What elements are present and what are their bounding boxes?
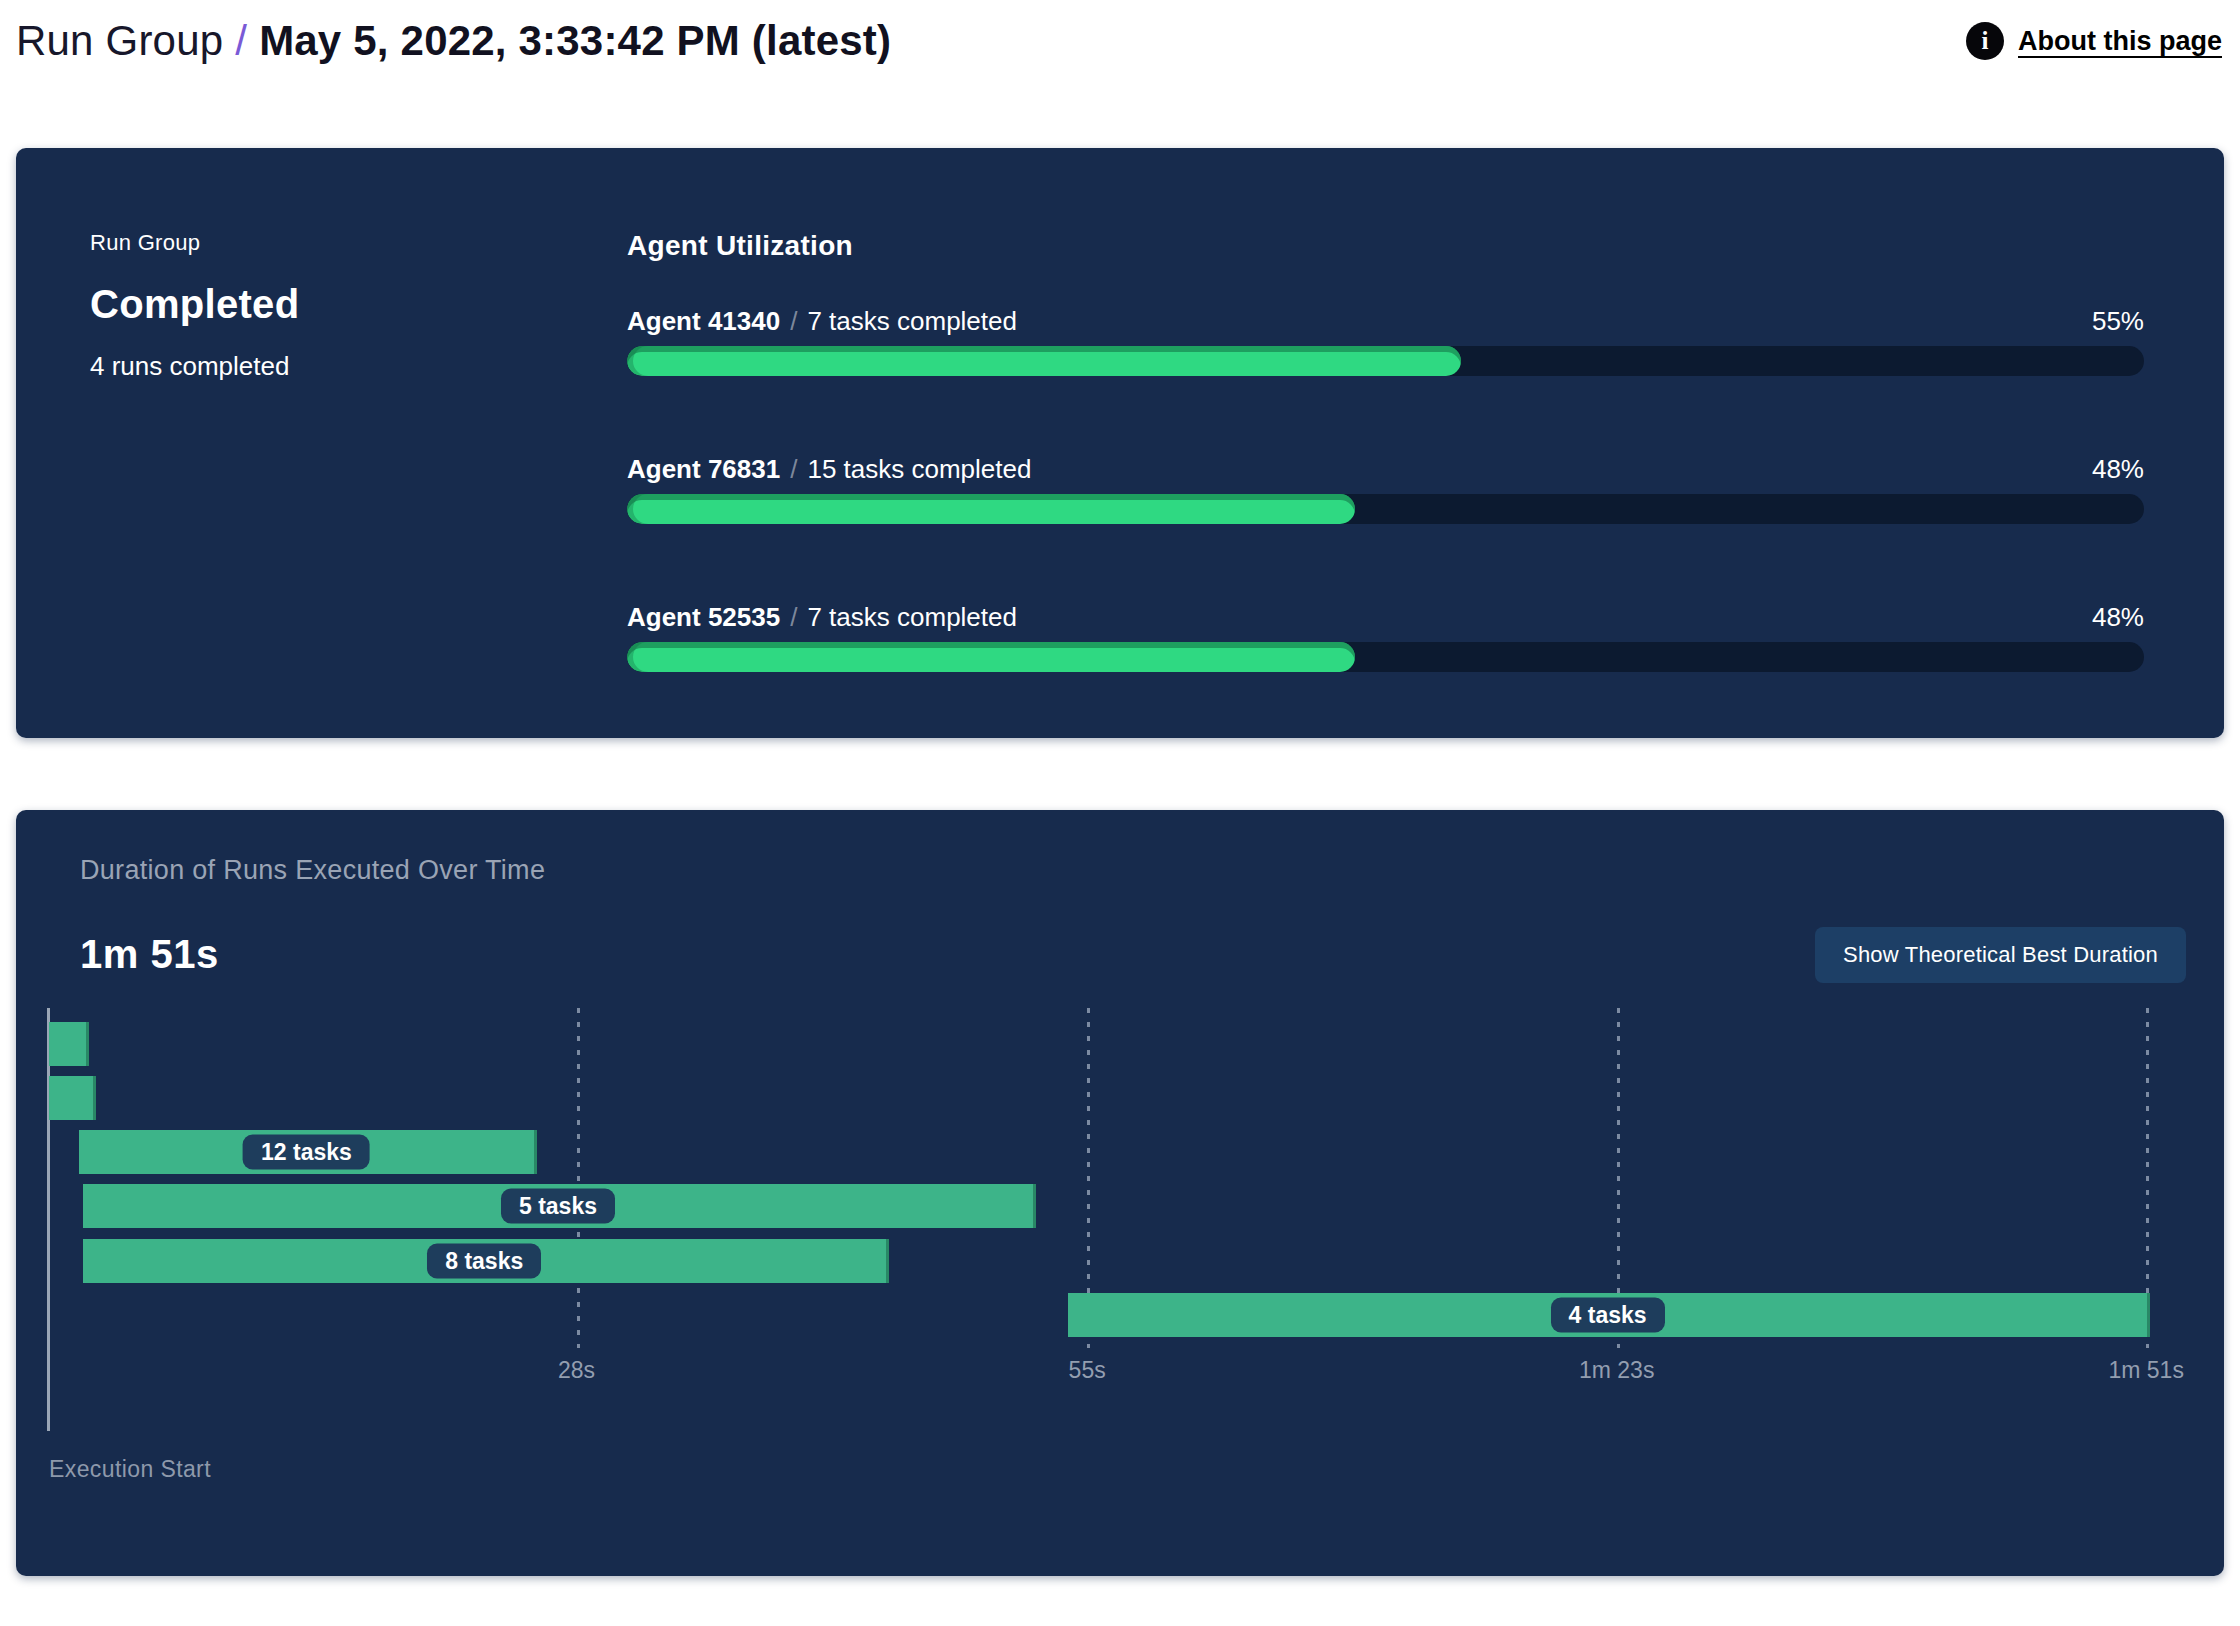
agent-utilization-title: Agent Utilization xyxy=(627,230,2144,262)
breadcrumb-root-link[interactable]: Run Group xyxy=(16,17,223,64)
run-duration-bar[interactable]: 4 tasks xyxy=(1068,1293,2150,1337)
agent-utilization-percent: 48% xyxy=(2092,602,2144,632)
agent-utilization-bar-fill xyxy=(627,494,1355,524)
agent-utilization-bar-fill xyxy=(627,642,1355,672)
task-count-badge: 5 tasks xyxy=(501,1189,615,1224)
page: Run Group / May 5, 2022, 3:33:42 PM (lates… xyxy=(0,0,2240,1576)
agent-name: Agent 52535 xyxy=(627,602,780,632)
x-axis-tick-label: 55s xyxy=(1069,1357,1106,1384)
x-axis-tick-label: 1m 23s xyxy=(1579,1357,1654,1384)
duration-card: Duration of Runs Executed Over Time 1m 5… xyxy=(16,810,2224,1576)
run-group-status: Completed xyxy=(90,282,627,327)
runs-completed-count: 4 runs completed xyxy=(90,351,627,382)
gridline xyxy=(577,1008,580,1348)
show-theoretical-best-duration-button[interactable]: Show Theoretical Best Duration xyxy=(1815,927,2186,983)
agent-utilization-percent: 55% xyxy=(2092,306,2144,336)
agent-label-line: Agent 52535 / 7 tasks completed 48% xyxy=(627,602,2144,632)
agent-tasks-completed: 7 tasks completed xyxy=(807,306,1017,336)
info-icon: i xyxy=(1966,22,2004,60)
duration-header-row: 1m 51s Show Theoretical Best Duration xyxy=(80,926,2186,983)
x-axis-tick-label: 1m 51s xyxy=(2108,1357,2183,1384)
agent-utilization-list: Agent 41340 / 7 tasks completed 55% Agent 76… xyxy=(627,306,2144,672)
page-title: May 5, 2022, 3:33:42 PM (latest) xyxy=(259,17,891,64)
run-duration-bar[interactable] xyxy=(49,1076,96,1120)
run-duration-bar[interactable]: 12 tasks xyxy=(79,1130,537,1174)
task-count-badge: 8 tasks xyxy=(427,1244,541,1279)
agent-name-separator: / xyxy=(790,306,797,336)
agent-utilization-bar-fill xyxy=(627,346,1461,376)
duration-chart-title: Duration of Runs Executed Over Time xyxy=(80,854,2224,886)
execution-start-label: Execution Start xyxy=(49,1456,2224,1483)
run-group-status-block: Run Group Completed 4 runs completed xyxy=(90,230,627,672)
about-this-page-link[interactable]: i About this page xyxy=(1966,22,2222,60)
agent-utilization-percent: 48% xyxy=(2092,454,2144,484)
run-duration-bar[interactable]: 5 tasks xyxy=(83,1184,1036,1228)
agent-utilization-bar xyxy=(627,346,2144,376)
agent-label-line: Agent 41340 / 7 tasks completed 55% xyxy=(627,306,2144,336)
total-duration-value: 1m 51s xyxy=(80,932,219,977)
agent-utilization-section: Agent Utilization Agent 41340 / 7 tasks co… xyxy=(627,230,2144,672)
gantt-chart: 28s55s1m 23s1m 51s12 tasks5 tasks8 tasks… xyxy=(47,1008,2150,1431)
agent-tasks-completed: 15 tasks completed xyxy=(807,454,1031,484)
agent-name: Agent 41340 xyxy=(627,306,780,336)
agent-row: Agent 76831 / 15 tasks completed 48% xyxy=(627,454,2144,524)
breadcrumb: Run Group / May 5, 2022, 3:33:42 PM (lates… xyxy=(16,12,891,70)
agent-name-separator: / xyxy=(790,454,797,484)
execution-start-axis-line xyxy=(47,1008,50,1431)
agent-utilization-bar xyxy=(627,642,2144,672)
run-duration-bar[interactable]: 8 tasks xyxy=(83,1239,889,1283)
page-header: Run Group / May 5, 2022, 3:33:42 PM (lates… xyxy=(0,0,2240,70)
agent-name-separator: / xyxy=(790,602,797,632)
agent-row: Agent 41340 / 7 tasks completed 55% xyxy=(627,306,2144,376)
breadcrumb-separator: / xyxy=(235,17,247,64)
about-link-label: About this page xyxy=(2018,26,2222,57)
agent-name: Agent 76831 xyxy=(627,454,780,484)
agent-utilization-bar xyxy=(627,494,2144,524)
agent-label-line: Agent 76831 / 15 tasks completed 48% xyxy=(627,454,2144,484)
task-count-badge: 4 tasks xyxy=(1551,1298,1665,1333)
x-axis-tick-label: 28s xyxy=(558,1357,595,1384)
agent-tasks-completed: 7 tasks completed xyxy=(807,602,1017,632)
run-group-summary-card: Run Group Completed 4 runs completed Age… xyxy=(16,148,2224,738)
run-group-label: Run Group xyxy=(90,230,627,256)
task-count-badge: 12 tasks xyxy=(243,1135,370,1170)
run-duration-bar[interactable] xyxy=(49,1022,89,1066)
agent-row: Agent 52535 / 7 tasks completed 48% xyxy=(627,602,2144,672)
